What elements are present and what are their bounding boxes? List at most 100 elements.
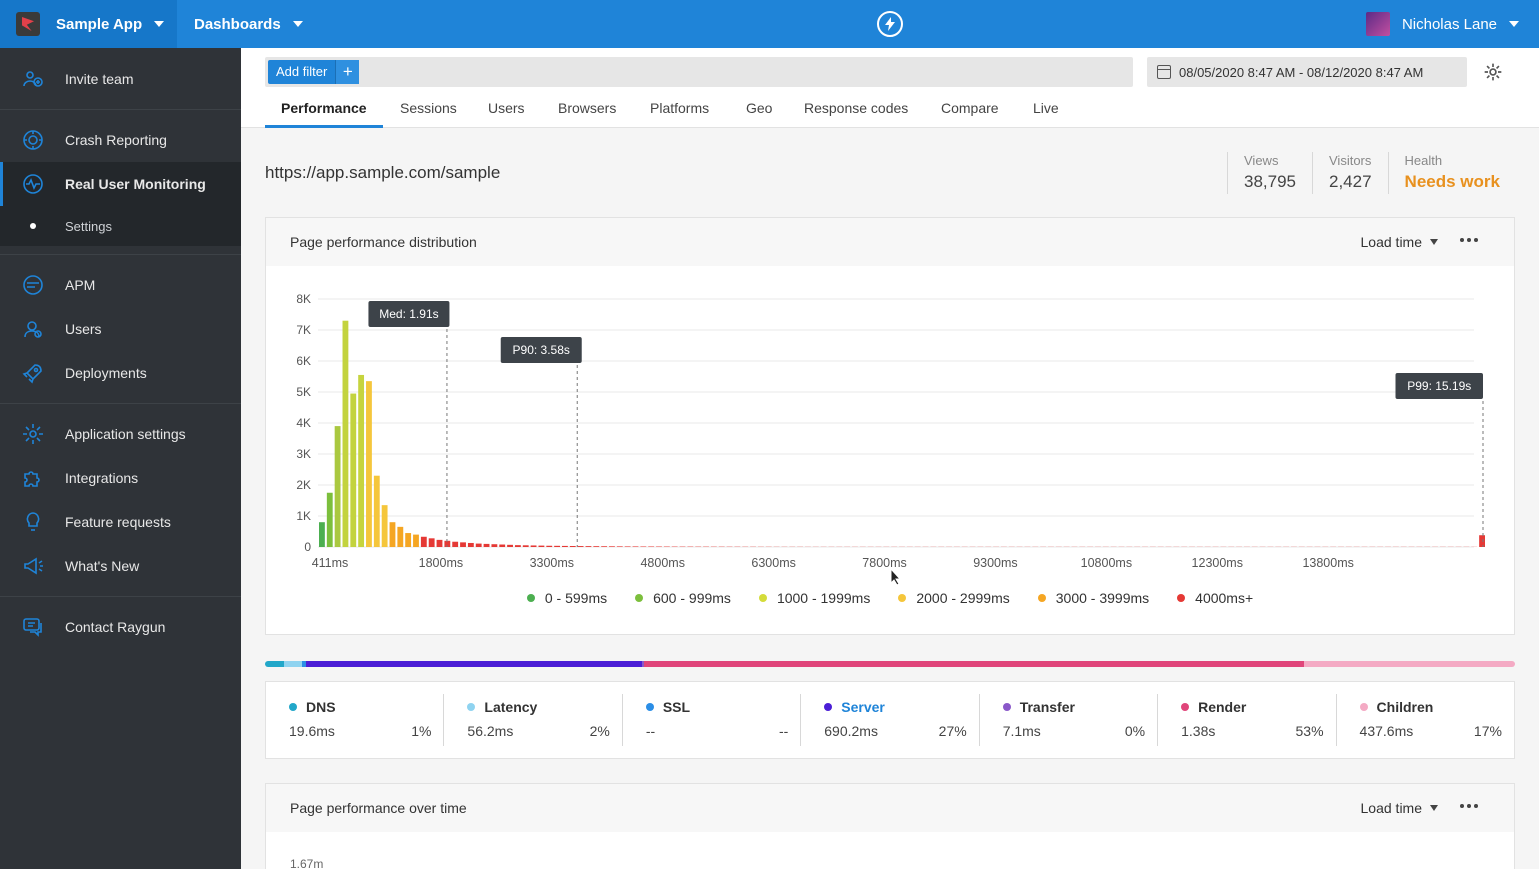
- timing-percent: 53%: [1295, 723, 1324, 739]
- sidebar-item-deployments[interactable]: Deployments: [0, 351, 241, 395]
- legend-item[interactable]: 0 - 599ms: [526, 590, 607, 606]
- histogram-bar: [405, 533, 412, 547]
- tab-geo[interactable]: Geo: [746, 100, 773, 116]
- timing-values: 1.38s 53%: [1181, 720, 1323, 742]
- settings-gear-icon[interactable]: [1483, 62, 1503, 82]
- more-options-icon[interactable]: [1460, 804, 1478, 810]
- legend-item[interactable]: 1000 - 1999ms: [758, 590, 871, 606]
- timing-breakdown-bar: [265, 661, 1515, 667]
- sidebar-item-apm[interactable]: APM: [0, 263, 241, 307]
- y-tick-label: 7K: [296, 323, 311, 337]
- y-tick-label: 2K: [296, 478, 311, 492]
- histogram-bar: [530, 545, 537, 547]
- add-filter-button[interactable]: Add filter +: [268, 60, 360, 84]
- timing-name: SSL: [645, 694, 788, 720]
- timing-percent: 27%: [938, 723, 967, 739]
- histogram-bar: [585, 546, 592, 547]
- x-tick-label: 6300ms: [751, 556, 795, 570]
- marker-label-box: [368, 301, 450, 327]
- timing-item: Children 437.6ms 17%: [1337, 694, 1514, 746]
- legend-item[interactable]: 600 - 999ms: [635, 590, 731, 606]
- timing-values: 690.2ms 27%: [824, 720, 966, 742]
- mouse-cursor-icon: [890, 568, 902, 586]
- chart-legend: 0 - 599ms 600 - 999ms 1000 - 1999ms 2000 - …: [266, 590, 1514, 606]
- legend-item[interactable]: 4000ms+: [1177, 590, 1253, 606]
- timing-duration: 1.38s: [1181, 723, 1216, 739]
- tab-live[interactable]: Live: [1033, 100, 1059, 116]
- sidebar-item-label: APM: [65, 277, 96, 293]
- histogram-bar: [397, 526, 404, 547]
- sidebar-item-label: Invite team: [65, 71, 134, 87]
- users-icon: [20, 316, 46, 342]
- avatar: [1365, 12, 1390, 36]
- tab-performance[interactable]: Performance: [265, 88, 383, 128]
- more-options-icon[interactable]: [1460, 238, 1478, 244]
- x-tick-label: 1800ms: [419, 556, 463, 570]
- sidebar-item-users[interactable]: Users: [0, 307, 241, 351]
- stat-visitors: Visitors 2,427: [1312, 152, 1388, 194]
- legend-label: 600 - 999ms: [653, 590, 731, 606]
- timing-values: 56.2ms 2%: [467, 720, 609, 742]
- histogram-bar: [522, 545, 529, 547]
- tab-platforms[interactable]: Platforms: [650, 100, 710, 116]
- timing-label: SSL: [662, 699, 691, 715]
- sidebar-item-contact-raygun[interactable]: Contact Raygun: [0, 605, 241, 649]
- user-menu[interactable]: Nicholas Lane: [1365, 0, 1519, 48]
- sidebar-item-feature-requests[interactable]: Feature requests: [0, 500, 241, 544]
- metric-label: Load time: [1360, 234, 1422, 250]
- timing-item: Server 690.2ms 27%: [801, 694, 980, 746]
- histogram-bar: [593, 546, 600, 547]
- timing-duration: 437.6ms: [1359, 723, 1414, 739]
- tab-browsers[interactable]: Browsers: [558, 100, 617, 116]
- metric-dropdown[interactable]: Load time: [1361, 218, 1438, 266]
- tab-compare[interactable]: Compare: [941, 100, 999, 116]
- timing-label: Children: [1376, 699, 1434, 715]
- distribution-panel: Page performance distribution Load time …: [265, 217, 1515, 635]
- sidebar-item-crash-reporting[interactable]: Crash Reporting: [0, 118, 241, 162]
- sidebar-item-settings[interactable]: Settings: [0, 206, 241, 246]
- timing-dot-icon: [645, 703, 654, 711]
- filter-bar[interactable]: Add filter +: [265, 57, 1133, 87]
- timing-name[interactable]: Server: [824, 694, 966, 720]
- timing-duration: 56.2ms: [467, 723, 514, 739]
- y-tick-label: 3K: [296, 447, 311, 461]
- histogram-bar: [358, 374, 365, 547]
- sidebar-item-whats-new[interactable]: What's New: [0, 544, 241, 588]
- histogram-bar: [342, 320, 349, 547]
- histogram-bar: [507, 544, 513, 547]
- histogram-bar: [1479, 535, 1485, 547]
- timing-segment: [283, 661, 303, 667]
- lightning-bolt-icon[interactable]: [877, 11, 903, 37]
- legend-label: 1000 - 1999ms: [776, 590, 871, 606]
- sidebar-item-application-settings[interactable]: Application settings: [0, 412, 241, 456]
- date-range-picker[interactable]: 08/05/2020 8:47 AM - 08/12/2020 8:47 AM: [1147, 57, 1467, 87]
- puzzle-icon: [20, 465, 46, 491]
- app-switcher[interactable]: Sample App: [0, 0, 177, 48]
- timing-values: 19.6ms 1%: [289, 720, 431, 742]
- timing-item: Latency 56.2ms 2%: [444, 694, 623, 746]
- histogram-bar: [562, 545, 568, 547]
- sidebar-item-integrations[interactable]: Integrations: [0, 456, 241, 500]
- legend-item[interactable]: 3000 - 3999ms: [1037, 590, 1149, 606]
- metric-dropdown[interactable]: Load time: [1361, 784, 1438, 832]
- divider: [0, 403, 241, 404]
- tab-sessions[interactable]: Sessions: [400, 100, 457, 116]
- timing-duration: --: [645, 723, 656, 739]
- legend-dot-icon: [1177, 594, 1186, 602]
- panel-title: Page performance distribution: [290, 234, 477, 250]
- sidebar-item-invite-team[interactable]: Invite team: [0, 57, 241, 101]
- panel-header: Page performance over time Load time: [266, 784, 1514, 832]
- caret-down-icon: [1430, 239, 1438, 245]
- sidebar-item-label: Application settings: [65, 426, 186, 442]
- tab-response-codes[interactable]: Response codes: [804, 100, 909, 116]
- legend-item[interactable]: 2000 - 2999ms: [898, 590, 1010, 606]
- histogram-bar: [546, 545, 553, 547]
- dashboards-menu[interactable]: Dashboards: [177, 0, 303, 48]
- x-tick-label: 12300ms: [1192, 556, 1243, 570]
- rum-pulse-icon: [20, 171, 46, 197]
- timing-summary: DNS 19.6ms 1% Latency 56.2ms 2% SSL -- -- Server 6…: [265, 681, 1515, 759]
- histogram-bar: [569, 546, 576, 547]
- tab-users[interactable]: Users: [488, 100, 525, 116]
- timing-dot-icon: [1359, 703, 1368, 711]
- sidebar-item-real-user-monitoring[interactable]: Real User Monitoring: [0, 162, 241, 206]
